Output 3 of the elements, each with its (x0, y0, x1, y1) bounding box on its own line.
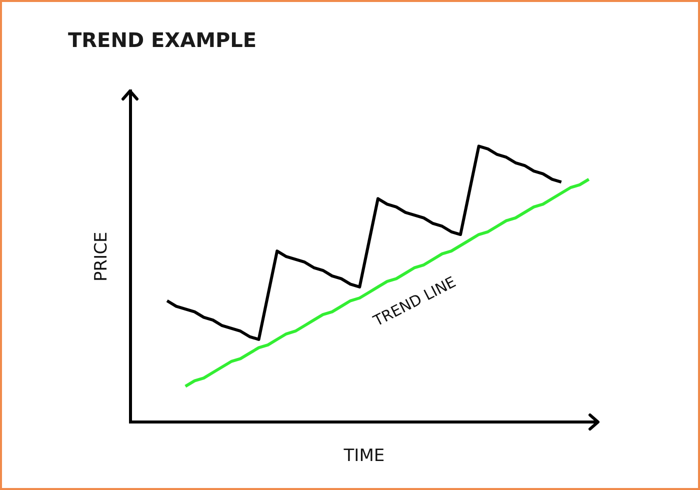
y-axis-title: PRICE (92, 232, 112, 282)
chart-title: TREND EXAMPLE (68, 28, 257, 52)
x-axis-title: TIME (342, 446, 385, 466)
